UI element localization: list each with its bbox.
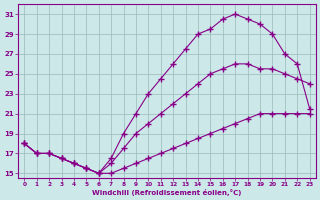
X-axis label: Windchill (Refroidissement éolien,°C): Windchill (Refroidissement éolien,°C) [92, 189, 242, 196]
